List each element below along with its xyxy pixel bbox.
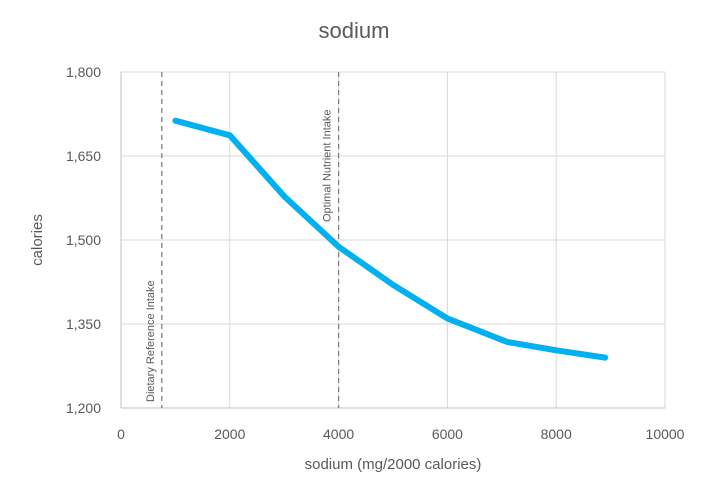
x-tick-label-1: 2000	[214, 426, 245, 442]
y-axis-label: calories	[29, 214, 46, 266]
y-tick-label-1: 1,350	[66, 316, 101, 332]
y-tick-label-0: 1,200	[66, 400, 101, 416]
reference-lines: Dietary Reference Intake Optimal Nutrient…	[145, 72, 340, 408]
x-tick-label-2: 4000	[323, 426, 354, 442]
y-tick-labels: 1,200 1,350 1,500 1,650 1,800	[66, 64, 101, 416]
x-tick-label-5: 10000	[646, 426, 685, 442]
x-tick-label-4: 8000	[541, 426, 572, 442]
axes	[120, 72, 665, 409]
reference-line-label-1: Optimal Nutrient Intake	[322, 110, 334, 223]
x-axis-label: sodium (mg/2000 calories)	[305, 456, 482, 473]
reference-line-label-0: Dietary Reference Intake	[145, 280, 157, 402]
series-line-0	[172, 117, 609, 361]
series-group	[172, 117, 609, 361]
x-tick-labels: 0 2000 4000 6000 8000 10000	[117, 426, 685, 442]
y-tick-label-2: 1,500	[66, 232, 101, 248]
chart-title: sodium	[319, 18, 390, 43]
y-tick-label-3: 1,650	[66, 148, 101, 164]
y-gridlines	[121, 71, 665, 325]
x-tick-label-0: 0	[117, 426, 125, 442]
x-tick-label-3: 6000	[432, 426, 463, 442]
y-tick-label-4: 1,800	[66, 64, 101, 80]
